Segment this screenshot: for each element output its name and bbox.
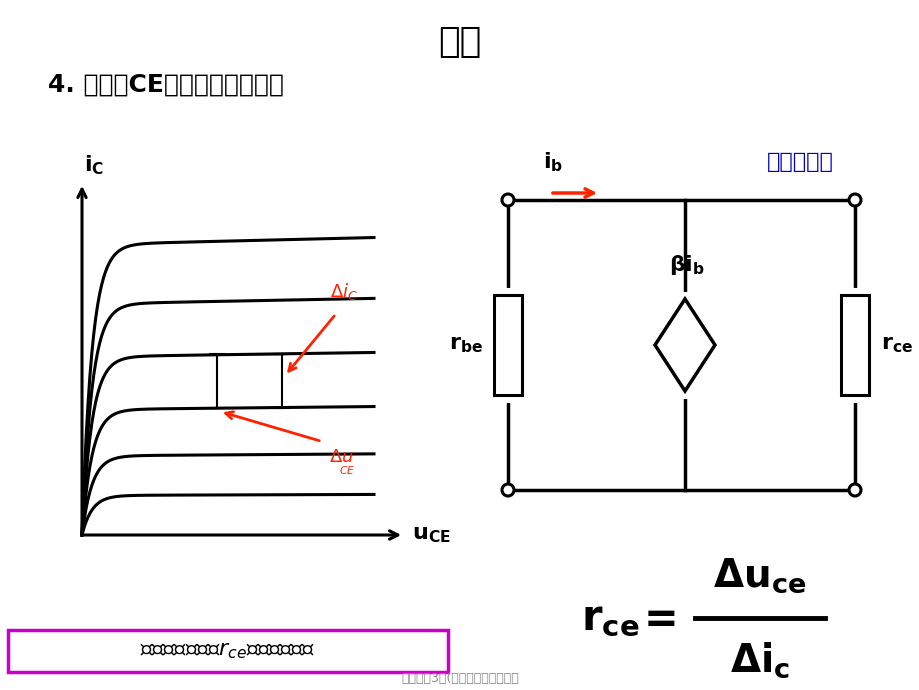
Text: 流控电流源: 流控电流源 [766, 152, 833, 172]
Text: 在线性放大区，$r_{ce}$很大，可忽略: 在线性放大区，$r_{ce}$很大，可忽略 [140, 641, 315, 661]
Circle shape [848, 484, 860, 496]
Text: $\mathbf{u_{CE}}$: $\mathbf{u_{CE}}$ [412, 525, 450, 545]
Text: $\mathbf{i_b}$: $\mathbf{i_b}$ [542, 150, 562, 174]
Bar [840, 295, 868, 395]
Text: 答疑: 答疑 [437, 25, 482, 59]
Text: $\mathbf{\Delta i_c}$: $\mathbf{\Delta i_c}$ [729, 640, 789, 680]
Text: $\Delta i_C$: $\Delta i_C$ [330, 281, 357, 302]
Text: 电子技术3讲(场效应管放大器课件: 电子技术3讲(场效应管放大器课件 [401, 671, 518, 684]
Circle shape [848, 194, 860, 206]
Text: $\mathbf{r_{be}}$: $\mathbf{r_{be}}$ [448, 335, 482, 355]
Circle shape [502, 194, 514, 206]
Text: $\mathbf{\beta i_b}$: $\mathbf{\beta i_b}$ [668, 253, 704, 277]
Text: $\Delta u$: $\Delta u$ [329, 448, 354, 466]
Text: $\mathbf{=}$: $\mathbf{=}$ [634, 597, 675, 639]
Text: 4. 晶体管CE间的微变等效电路: 4. 晶体管CE间的微变等效电路 [48, 73, 284, 97]
Text: $\mathbf{\Delta u_{ce}}$: $\mathbf{\Delta u_{ce}}$ [712, 557, 806, 595]
Text: $\mathbf{r_{ce}}$: $\mathbf{r_{ce}}$ [580, 597, 639, 639]
Bar [494, 295, 521, 395]
Text: $\mathbf{i_C}$: $\mathbf{i_C}$ [84, 153, 104, 177]
Bar [8, 630, 448, 672]
Text: $_{CE}$: $_{CE}$ [338, 462, 355, 477]
Polygon shape [654, 299, 714, 391]
Text: $\mathbf{r_{ce}}$: $\mathbf{r_{ce}}$ [880, 335, 912, 355]
Circle shape [502, 484, 514, 496]
